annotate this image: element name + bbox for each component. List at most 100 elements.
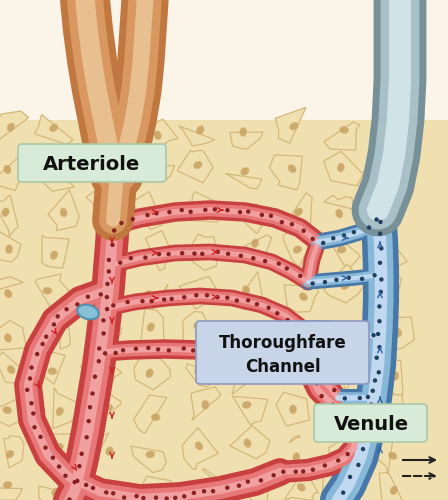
Circle shape: [348, 474, 352, 479]
Circle shape: [275, 311, 280, 316]
Polygon shape: [0, 488, 22, 500]
Circle shape: [125, 300, 130, 304]
Circle shape: [75, 478, 80, 483]
Circle shape: [119, 221, 124, 226]
Circle shape: [107, 258, 111, 262]
Circle shape: [85, 435, 89, 440]
Circle shape: [156, 347, 160, 352]
Circle shape: [371, 333, 376, 338]
Polygon shape: [0, 276, 23, 292]
Polygon shape: [285, 346, 314, 384]
Ellipse shape: [101, 326, 108, 334]
Ellipse shape: [294, 208, 302, 216]
Polygon shape: [387, 394, 406, 430]
Polygon shape: [185, 234, 217, 270]
Ellipse shape: [194, 321, 202, 329]
Circle shape: [200, 252, 204, 256]
Circle shape: [366, 395, 370, 399]
Circle shape: [86, 294, 90, 299]
Circle shape: [345, 452, 350, 456]
Circle shape: [189, 210, 193, 214]
Ellipse shape: [293, 246, 302, 254]
Ellipse shape: [3, 406, 12, 414]
Ellipse shape: [149, 162, 156, 170]
Circle shape: [226, 252, 230, 256]
Circle shape: [84, 482, 88, 487]
Ellipse shape: [337, 484, 346, 492]
Circle shape: [39, 434, 43, 439]
Circle shape: [377, 370, 381, 374]
Polygon shape: [284, 470, 318, 500]
Polygon shape: [233, 396, 268, 425]
Circle shape: [129, 256, 133, 260]
Polygon shape: [230, 332, 238, 347]
Ellipse shape: [385, 285, 392, 294]
Polygon shape: [269, 155, 302, 190]
Polygon shape: [0, 111, 29, 140]
Circle shape: [166, 252, 171, 256]
Circle shape: [167, 348, 171, 352]
Polygon shape: [240, 482, 269, 500]
Circle shape: [97, 346, 101, 350]
Circle shape: [370, 388, 375, 393]
Polygon shape: [275, 108, 306, 143]
Circle shape: [88, 405, 92, 409]
Polygon shape: [134, 166, 175, 180]
Ellipse shape: [202, 400, 209, 409]
Polygon shape: [283, 193, 312, 228]
Ellipse shape: [242, 402, 251, 408]
Circle shape: [316, 376, 321, 381]
Ellipse shape: [336, 401, 344, 409]
Polygon shape: [324, 122, 360, 150]
Ellipse shape: [241, 168, 249, 175]
Circle shape: [277, 262, 281, 266]
Ellipse shape: [146, 451, 155, 458]
Circle shape: [237, 484, 241, 488]
Ellipse shape: [154, 131, 161, 140]
Circle shape: [304, 368, 308, 373]
Circle shape: [194, 293, 198, 298]
Ellipse shape: [4, 165, 11, 174]
Ellipse shape: [251, 239, 258, 248]
Circle shape: [310, 282, 315, 286]
Circle shape: [321, 240, 325, 245]
Ellipse shape: [151, 488, 159, 494]
Circle shape: [294, 324, 299, 328]
Polygon shape: [34, 114, 73, 144]
Circle shape: [364, 432, 368, 437]
Circle shape: [213, 207, 217, 212]
Ellipse shape: [289, 405, 297, 414]
Circle shape: [235, 298, 239, 303]
Polygon shape: [99, 239, 122, 268]
Circle shape: [343, 396, 347, 400]
Circle shape: [246, 298, 250, 302]
Circle shape: [271, 473, 276, 478]
Circle shape: [75, 302, 80, 306]
Circle shape: [28, 376, 32, 380]
Circle shape: [379, 246, 383, 250]
Circle shape: [205, 350, 209, 354]
Polygon shape: [42, 235, 69, 268]
Circle shape: [246, 210, 250, 214]
Ellipse shape: [196, 126, 204, 134]
Circle shape: [260, 212, 264, 217]
Circle shape: [352, 230, 356, 234]
Circle shape: [215, 250, 220, 254]
Polygon shape: [140, 308, 164, 350]
Ellipse shape: [103, 166, 111, 175]
Polygon shape: [91, 160, 121, 190]
Ellipse shape: [3, 482, 12, 488]
Circle shape: [122, 496, 126, 500]
Ellipse shape: [108, 248, 115, 258]
Ellipse shape: [104, 404, 113, 411]
Circle shape: [99, 292, 103, 296]
Circle shape: [164, 496, 169, 500]
Ellipse shape: [50, 251, 58, 260]
Polygon shape: [232, 360, 259, 394]
Circle shape: [192, 252, 197, 256]
Ellipse shape: [151, 414, 160, 420]
Circle shape: [191, 348, 195, 352]
Circle shape: [211, 489, 215, 494]
Ellipse shape: [382, 253, 391, 260]
Circle shape: [251, 256, 255, 260]
